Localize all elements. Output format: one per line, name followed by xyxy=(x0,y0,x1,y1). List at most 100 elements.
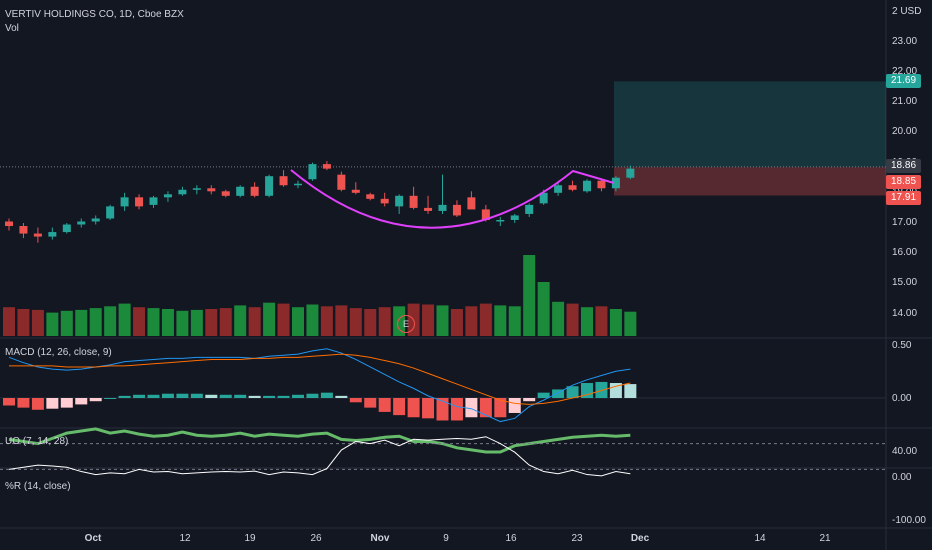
volume-bar xyxy=(422,304,435,336)
macd-histogram-bar xyxy=(624,384,637,398)
time-tick: 14 xyxy=(754,533,766,544)
position-stop-zone xyxy=(614,167,886,196)
macd-histogram-bar xyxy=(523,398,536,402)
volume-bar xyxy=(479,303,492,336)
volume-bar xyxy=(566,303,579,336)
price-tick: 16.00 xyxy=(892,247,918,259)
candle-body xyxy=(91,218,100,222)
price-tick: 15.00 xyxy=(892,277,918,289)
macd-histogram-bar xyxy=(508,398,521,413)
candle-body xyxy=(467,197,476,210)
candle-body xyxy=(438,204,447,211)
volume-bar xyxy=(292,307,304,336)
candle-body xyxy=(525,204,534,214)
volume-bar xyxy=(436,305,449,336)
candle-body xyxy=(510,215,519,220)
candle-body xyxy=(539,192,548,204)
time-tick: 26 xyxy=(310,533,322,544)
volume-bar xyxy=(3,307,15,336)
candle-body xyxy=(481,209,490,220)
macd-histogram-bar xyxy=(89,398,102,402)
price-tick: 21.00 xyxy=(892,96,918,108)
wr-title[interactable]: %R (14, close) xyxy=(5,481,71,492)
macd-histogram-bar xyxy=(263,395,276,398)
candle-body xyxy=(380,198,389,204)
macd-histogram-bar xyxy=(479,398,492,418)
macd-histogram-bar xyxy=(335,395,348,398)
earnings-marker[interactable]: E xyxy=(397,315,415,333)
candle-body xyxy=(265,176,274,196)
signal-line xyxy=(9,353,631,405)
volume-bar xyxy=(595,306,608,336)
volume-bar xyxy=(494,305,507,336)
candle-body xyxy=(33,233,42,237)
macd-tick-zero: 0.00 xyxy=(892,393,912,404)
macd-histogram-bar xyxy=(147,394,160,398)
volume-bar xyxy=(508,306,521,336)
candle-body xyxy=(568,185,577,190)
candle-body xyxy=(308,164,317,180)
candle-body xyxy=(178,189,187,195)
candle-body xyxy=(120,197,129,207)
volume-bar xyxy=(581,307,593,336)
candle-body xyxy=(48,232,57,237)
macd-histogram-bar xyxy=(450,398,463,421)
candle-body xyxy=(135,197,144,207)
macd-histogram-bar xyxy=(436,398,449,421)
candle-body xyxy=(62,224,71,233)
volume-bar xyxy=(31,309,44,336)
volume-bar xyxy=(609,309,622,336)
volume-bar xyxy=(161,309,174,336)
volume-bar xyxy=(523,255,536,336)
volume-bar xyxy=(89,308,102,336)
volume-bar xyxy=(306,304,319,336)
candle-body xyxy=(337,174,346,190)
volume-bar xyxy=(248,307,261,336)
time-tick: 21 xyxy=(819,533,831,544)
volume-bar xyxy=(75,309,88,336)
volume-label: Vol xyxy=(5,23,19,34)
candle-body xyxy=(250,186,259,196)
candle-body xyxy=(294,183,302,186)
cup-curve xyxy=(290,169,615,229)
candle-body xyxy=(496,219,505,222)
macd-title[interactable]: MACD (12, 26, close, 9) xyxy=(5,347,112,358)
macd-histogram-bar xyxy=(407,398,420,418)
candle-body xyxy=(5,221,13,227)
candle-body xyxy=(221,191,230,196)
time-tick: 19 xyxy=(244,533,256,544)
symbol-title[interactable]: VERTIV HOLDINGS CO, 1D, Cboe BZX xyxy=(5,9,184,20)
volume-bar xyxy=(277,303,290,336)
volume-bar xyxy=(147,308,160,336)
volume-bar xyxy=(133,307,146,336)
candle-body xyxy=(395,195,404,207)
candle-body xyxy=(106,206,115,219)
volume-bar xyxy=(60,310,73,336)
macd-histogram-bar xyxy=(176,393,189,398)
volume-bar xyxy=(378,307,391,336)
macd-histogram-bar xyxy=(75,398,88,405)
macd-histogram-bar xyxy=(31,398,44,410)
wr-line xyxy=(8,436,631,477)
candle-body xyxy=(409,195,418,208)
time-tick: Nov xyxy=(370,533,390,544)
volume-bar xyxy=(537,282,550,336)
wr-tick-zero: 0.00 xyxy=(892,472,912,483)
uo-title[interactable]: UO (7, 14, 28) xyxy=(5,436,69,447)
time-tick: 12 xyxy=(179,533,191,544)
volume-bar xyxy=(263,302,276,336)
entry-price-tag: 18.85 xyxy=(886,175,921,189)
macd-histogram-bar xyxy=(190,393,203,398)
target-price-tag: 21.69 xyxy=(886,74,921,88)
time-tick: Dec xyxy=(630,533,650,544)
volume-bar xyxy=(104,306,117,336)
candle-body xyxy=(597,180,606,189)
macd-histogram-bar xyxy=(292,394,304,398)
macd-histogram-bar xyxy=(393,398,406,416)
price-tick: 20.00 xyxy=(892,126,918,138)
currency-label[interactable]: 2 USD xyxy=(892,6,922,17)
candle-body xyxy=(583,180,591,192)
volume-bar xyxy=(624,311,637,336)
